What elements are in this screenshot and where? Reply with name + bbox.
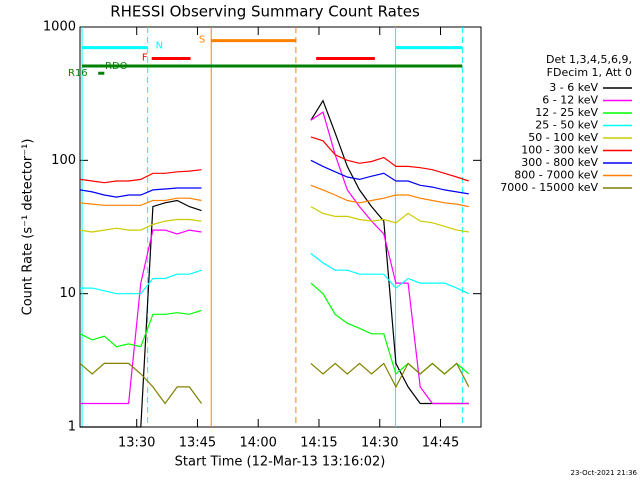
series-line (79, 187, 202, 198)
x-tick-label: 14:30 (361, 436, 398, 451)
legend-label: 7000 - 15000 keV (500, 181, 598, 194)
y-tick-label: 1 (68, 420, 76, 435)
legend-label: 50 - 100 keV (528, 131, 598, 144)
series-line (310, 253, 470, 295)
series-line (80, 229, 202, 405)
legend-label: 100 - 300 keV (521, 144, 598, 157)
flag-label: R16 (68, 68, 88, 79)
x-tick-label: 13:45 (179, 436, 216, 451)
series-line (79, 169, 202, 184)
legend-label: 800 - 7000 keV (514, 169, 598, 182)
x-tick-label: 14:45 (422, 436, 459, 451)
flag-label: S (199, 35, 205, 46)
y-axis-title: Count Rate (s⁻¹ detector⁻¹) (21, 139, 36, 316)
series-line (79, 197, 202, 206)
y-tick-label: 10 (59, 286, 76, 301)
series-line (79, 218, 202, 233)
legend-header: FDecim 1, Att 0 (547, 66, 632, 79)
series-line (80, 199, 202, 428)
series-line (310, 136, 469, 182)
series-line (310, 159, 469, 195)
flag-label: N (156, 41, 163, 52)
series-line (310, 362, 470, 389)
plot-frame (79, 26, 482, 428)
series-line (310, 111, 469, 405)
legend-label: 25 - 50 keV (535, 119, 598, 132)
y-tick-label: 100 (51, 153, 76, 168)
x-tick-label: 14:00 (239, 436, 276, 451)
legend-label: 3 - 6 keV (549, 81, 598, 94)
chart-title: RHESSI Observing Summary Count Rates (110, 3, 420, 21)
x-tick-label: 14:15 (300, 436, 337, 451)
series-line (79, 362, 202, 405)
series-line (310, 184, 469, 208)
legend-label: 12 - 25 keV (535, 106, 598, 119)
footer-date: 23-Oct-2021 21:36 (571, 469, 638, 477)
flag-label: RDO (105, 61, 128, 72)
series-line (79, 309, 202, 348)
legend-header: Det 1,3,4,5,6,9, (546, 53, 632, 66)
x-tick-label: 13:30 (118, 436, 155, 451)
flag-label: F (142, 53, 148, 64)
series-line (310, 206, 469, 233)
legend-label: 300 - 800 keV (521, 156, 598, 169)
y-tick-label: 1000 (43, 20, 76, 35)
x-axis-title: Start Time (12-Mar-13 13:16:02) (175, 455, 386, 470)
legend-label: 6 - 12 keV (542, 94, 598, 107)
series-line (80, 269, 202, 295)
